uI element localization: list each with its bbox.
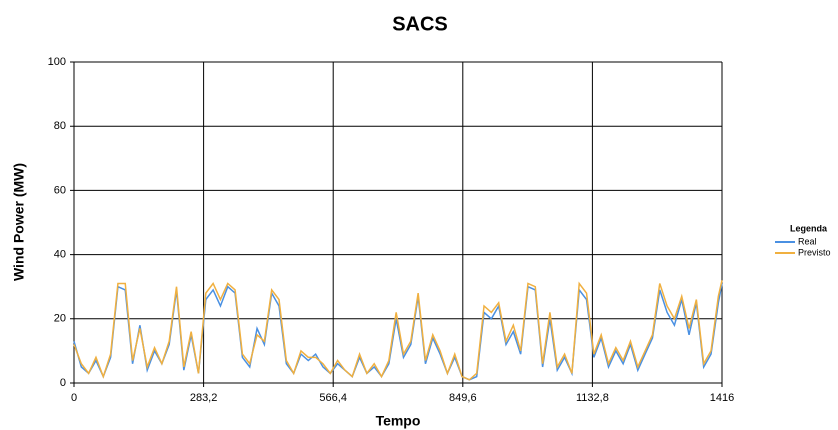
legend-label: Real bbox=[798, 236, 817, 246]
y-axis-label: Wind Power (MW) bbox=[11, 163, 27, 281]
x-tick-label: 1132,8 bbox=[576, 392, 609, 404]
y-tick-label: 80 bbox=[54, 120, 66, 132]
y-tick-label: 100 bbox=[48, 56, 66, 68]
x-tick-label: 1416 bbox=[710, 392, 734, 404]
chart-title: SACS bbox=[392, 13, 448, 35]
x-tick-label: 0 bbox=[71, 392, 77, 404]
legend-title: Legenda bbox=[790, 223, 828, 233]
y-tick-label: 20 bbox=[54, 313, 66, 325]
y-tick-label: 60 bbox=[54, 184, 66, 196]
line-series bbox=[73, 280, 723, 381]
x-axis-label: Tempo bbox=[376, 413, 421, 429]
y-tick-label: 0 bbox=[60, 377, 66, 389]
y-tick-label: 40 bbox=[54, 249, 66, 261]
x-tick-label: 849,6 bbox=[449, 392, 477, 404]
x-tick-label: 283,2 bbox=[190, 392, 218, 404]
legend-label: Previsto bbox=[798, 247, 831, 257]
x-tick-label: 566,4 bbox=[319, 392, 347, 404]
